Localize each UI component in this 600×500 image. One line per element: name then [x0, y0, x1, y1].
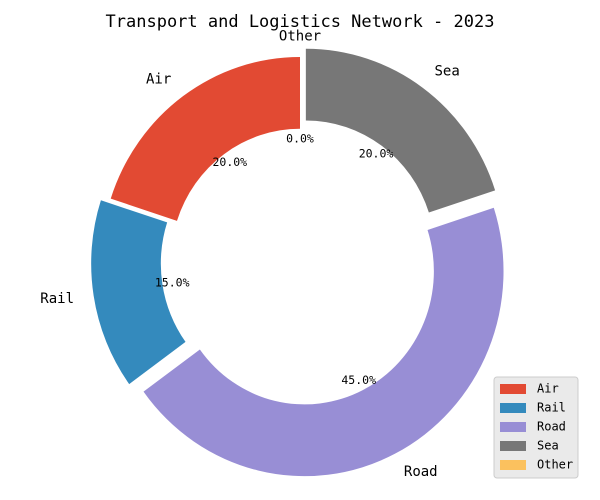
slice-road [143, 207, 504, 477]
legend-swatch-sea [500, 441, 526, 451]
legend-swatch-other [500, 460, 526, 470]
legend-label-air: Air [537, 382, 559, 396]
slice-sea [305, 48, 496, 213]
slice-label-road: Road [404, 464, 438, 480]
pct-label-road: 45.0% [341, 373, 376, 387]
legend-swatch-rail [500, 403, 526, 413]
legend: Air Rail Road Sea Other [493, 376, 579, 479]
pct-label-air: 20.0% [212, 155, 247, 169]
legend-swatch-air [500, 384, 526, 394]
legend-label-sea: Sea [537, 439, 559, 453]
slice-air [110, 57, 301, 221]
slice-rail [91, 200, 186, 385]
legend-label-road: Road [537, 420, 566, 434]
pct-label-rail: 15.0% [155, 275, 190, 289]
slices-layer [91, 48, 504, 477]
legend-label-other: Other [537, 458, 573, 472]
pct-label-other: 0.0% [286, 132, 314, 146]
legend-items: Air Rail Road Sea Other [500, 382, 573, 472]
slice-label-rail: Rail [40, 291, 74, 307]
slice-label-air: Air [146, 72, 171, 88]
pct-label-sea: 20.0% [359, 147, 394, 161]
slice-label-other: Other [279, 29, 321, 45]
chart-title: Transport and Logistics Network - 2023 [106, 12, 495, 32]
legend-swatch-road [500, 422, 526, 432]
slice-label-sea: Sea [435, 63, 460, 79]
legend-frame [493, 376, 579, 479]
labels-layer: Air 20.0% Rail 15.0% Road 45.0% Sea 20.0% Other 0… [40, 29, 460, 481]
legend-label-rail: Rail [537, 401, 566, 415]
